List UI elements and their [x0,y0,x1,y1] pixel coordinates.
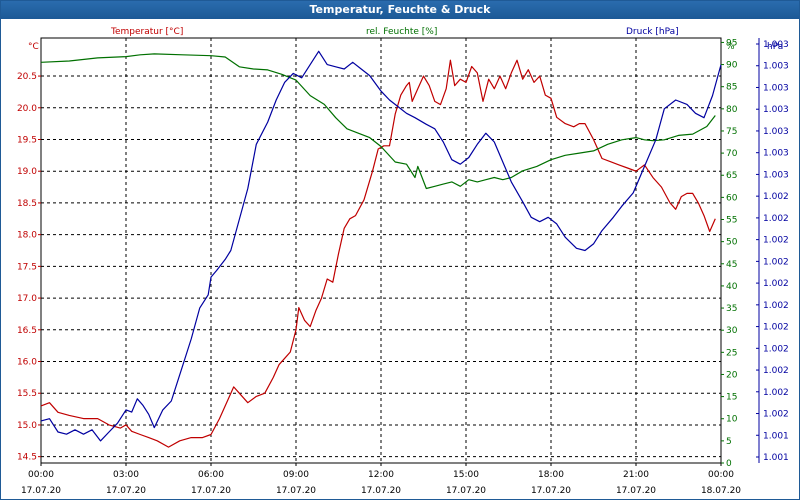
humidity-tick-label: 80 [726,105,738,115]
humidity-tick-label: 30 [726,326,738,336]
time-axis: 00:00 17.07.20 03:00 17.07.20 06:00 17.07.20 0… [21,463,741,496]
pressure-tick-label: 1.001 [763,453,789,463]
temperature-tick-label: 14.5 [17,453,37,463]
pressure-tick-label: 1.003 [763,105,789,115]
humidity-tick-label: 85 [726,83,737,93]
humidity-tick-label: 5 [726,437,732,447]
pressure-tick-label: 1.002 [763,323,789,333]
pressure-tick-label: 1.001 [763,431,789,441]
humidity-series-line [40,53,716,190]
time-tick-label: 21:00 [623,470,649,480]
temperature-tick-label: 16.5 [17,326,37,336]
humidity-tick-label: 10 [726,415,738,425]
time-tick-label: 06:00 [198,470,224,480]
date-tick-label: 17.07.20 [616,486,656,496]
humidity-tick-label: 90 [726,61,738,71]
series-layer [40,50,722,448]
pressure-axis: 1.001 1.001 1.002 1.002 1.002 1.002 1.002 1.002… [756,38,789,463]
pressure-tick-label: 1.003 [763,170,789,180]
pressure-tick-label: 1.002 [763,344,789,354]
date-tick-label: 17.07.20 [191,486,231,496]
date-tick-label: 17.07.20 [21,486,61,496]
pressure-unit: hPa [767,42,783,52]
humidity-tick-label: 20 [726,370,738,380]
humidity-tick-label: 0 [726,459,732,469]
temperature-unit: °C [28,42,39,52]
time-tick-label: 15:00 [453,470,479,480]
pressure-tick-label: 1.003 [763,83,789,93]
time-tick-label: 00:00 [708,470,734,480]
humidity-tick-label: 65 [726,171,737,181]
humidity-tick-label: 15 [726,393,737,403]
temperature-tick-label: 15.0 [17,421,37,431]
time-tick-label: 12:00 [368,470,394,480]
pressure-tick-label: 1.003 [763,127,789,137]
humidity-axis-title: rel. Feuchte [%] [366,27,437,37]
grid-lines [41,38,721,463]
pressure-tick-label: 1.003 [763,149,789,159]
temperature-tick-label: 15.5 [17,389,37,399]
temperature-tick-label: 20.0 [17,104,37,114]
humidity-unit: % [726,42,735,52]
pressure-tick-label: 1.002 [763,410,789,420]
pressure-tick-label: 1.002 [763,214,789,224]
temperature-tick-label: 20.5 [17,72,37,82]
humidity-tick-label: 45 [726,260,737,270]
time-tick-label: 00:00 [28,470,54,480]
date-tick-label: 18.07.20 [701,486,741,496]
temperature-tick-label: 19.5 [17,135,37,145]
pressure-tick-label: 1.002 [763,236,789,246]
humidity-tick-label: 50 [726,238,738,248]
temperature-axis-title: Temperatur [°C] [110,27,183,37]
temperature-axis: 14.5 15.0 15.5 16.0 16.5 17.0 17.5 18.0 18.5 19.0… [17,72,41,463]
temperature-tick-label: 17.5 [17,262,37,272]
date-tick-label: 17.07.20 [531,486,571,496]
date-tick-label: 17.07.20 [446,486,486,496]
date-tick-label: 17.07.20 [106,486,146,496]
temperature-series-line [40,59,716,448]
pressure-tick-label: 1.002 [763,192,789,202]
pressure-series-line [40,50,722,442]
humidity-tick-label: 25 [726,348,737,358]
time-tick-label: 18:00 [538,470,564,480]
time-tick-label: 03:00 [113,470,139,480]
humidity-axis: 0 5 10 15 20 25 30 35 40 45 50 55 60 65 70 75 80 85 90 95 [721,38,738,469]
pressure-tick-label: 1.002 [763,257,789,267]
temperature-tick-label: 18.0 [17,231,37,241]
temperature-tick-label: 17.0 [17,294,37,304]
humidity-tick-label: 60 [726,193,738,203]
window-title: Temperatur, Feuchte & Druck [1,1,799,19]
humidity-tick-label: 95 [726,38,737,48]
pressure-axis-title: Druck [hPa] [626,27,679,37]
pressure-tick-label: 1.003 [763,62,789,72]
pressure-tick-label: 1.002 [763,301,789,311]
pressure-tick-label: 1.002 [763,279,789,289]
temperature-tick-label: 19.0 [17,167,37,177]
pressure-tick-label: 1.002 [763,366,789,376]
temperature-tick-label: 16.0 [17,358,37,368]
humidity-tick-label: 40 [726,282,738,292]
date-tick-label: 17.07.20 [276,486,316,496]
pressure-tick-label: 1.003 [763,40,789,50]
date-tick-label: 17.07.20 [361,486,401,496]
time-tick-label: 09:00 [283,470,309,480]
temperature-tick-label: 18.5 [17,199,37,209]
pressure-tick-label: 1.002 [763,388,789,398]
humidity-tick-label: 75 [726,127,737,137]
humidity-tick-label: 35 [726,304,737,314]
humidity-tick-label: 55 [726,216,737,226]
humidity-tick-label: 70 [726,149,738,159]
